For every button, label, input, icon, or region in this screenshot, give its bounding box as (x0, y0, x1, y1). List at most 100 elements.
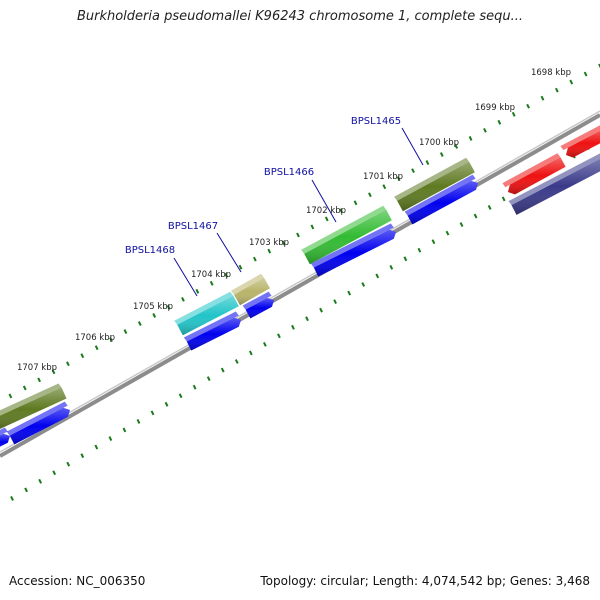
tick-mark (319, 307, 323, 313)
feature-shade (0, 433, 10, 447)
tick-label: 1698 kbp (531, 68, 571, 78)
tick-mark (425, 160, 430, 165)
gene-label: BPSL1467 (168, 221, 218, 232)
tick-mark (361, 282, 366, 287)
outer-tick-ring (8, 63, 600, 399)
feature-shade (511, 158, 600, 215)
feature-shade (407, 181, 478, 225)
tick-mark (277, 333, 281, 339)
cds-forward-bpsl1466 (310, 223, 396, 277)
summary-text: Topology: circular; Length: 4,074,542 bp… (260, 574, 590, 588)
tick-mark (195, 288, 200, 294)
reverse-feature (508, 153, 600, 215)
tick-mark (375, 273, 380, 279)
feature-shade (508, 157, 566, 195)
tick-mark (122, 427, 127, 433)
feature-top (6, 401, 68, 436)
tick-mark (389, 264, 394, 270)
tick-mark (263, 341, 267, 347)
tick-label: 1699 kbp (475, 103, 515, 113)
tick-mark (526, 103, 530, 109)
tick-label: 1704 kbp (191, 270, 231, 280)
gene-bar-bpsl1465 (394, 157, 475, 212)
tick-mark (51, 369, 56, 375)
tick-mark (324, 216, 329, 222)
tick-mark (66, 361, 70, 367)
tick-mark (24, 487, 28, 493)
tick-mark (37, 377, 42, 383)
tick-mark (511, 111, 516, 117)
gene-leader-line (401, 127, 424, 166)
feature-top (242, 291, 272, 310)
cds-forward-bpsl1467 (242, 291, 274, 319)
tick-mark (554, 87, 559, 93)
feature-shade (9, 407, 70, 445)
feature-shade (234, 277, 270, 306)
gene-bar-left (0, 383, 67, 429)
feature-top (560, 125, 600, 151)
inner-tick-ring (10, 145, 590, 501)
tick-label: 1701 kbp (363, 172, 403, 182)
gene-leader-line (311, 179, 337, 223)
tick-mark (411, 168, 415, 174)
tick-mark (252, 256, 257, 262)
tick-mark (305, 316, 309, 322)
tick-label: 1705 kbp (133, 302, 173, 312)
gene-leader-line (216, 232, 242, 273)
tick-mark (396, 176, 401, 182)
backbone-highlight (0, 110, 600, 453)
tick-mark (473, 213, 478, 219)
tick-mark (382, 184, 387, 190)
tick-mark (310, 224, 315, 230)
tick-mark (598, 63, 600, 69)
tick-mark (439, 152, 444, 157)
tick-mark (152, 313, 157, 318)
gene-leader-line (173, 257, 198, 297)
backbone-layer (0, 110, 600, 458)
feature-shade (245, 298, 274, 319)
tick-mark (483, 127, 487, 133)
tick-mark (347, 290, 352, 296)
tick-mark (178, 393, 183, 399)
tick-mark (431, 239, 436, 245)
tick-mark (123, 329, 128, 334)
tick-mark (22, 385, 27, 391)
tick-mark (136, 419, 141, 424)
label-layer: 1698 kbp 1699 kbp 1700 kbp 1701 kbp 1702 kbp… (17, 68, 571, 373)
gene-label: BPSL1468 (125, 245, 175, 256)
feature-top (394, 157, 470, 201)
tick-mark (80, 453, 85, 459)
feature-shade (313, 229, 396, 277)
tick-mark (80, 353, 85, 359)
feature-top (508, 153, 600, 206)
tick-label: 1707 kbp (17, 363, 57, 373)
tick-mark (94, 444, 99, 450)
feature-shade (566, 130, 600, 158)
tick-mark (38, 478, 43, 484)
feature-shade (0, 387, 67, 429)
reverse-feature (502, 153, 566, 195)
tick-mark (206, 376, 211, 382)
cds-forward-left (6, 401, 70, 445)
feature-top (301, 205, 387, 254)
feature-top (183, 311, 239, 342)
cds-forward-edge (0, 427, 10, 447)
tick-mark (10, 496, 14, 501)
tick-mark (445, 230, 450, 236)
tick-mark (487, 205, 492, 210)
feature-shade (186, 317, 241, 351)
tick-mark (569, 79, 574, 85)
feature-top (0, 427, 8, 436)
tick-mark (468, 136, 473, 141)
gene-bar-bpsl1468 (174, 291, 239, 336)
backbone-line (0, 113, 600, 458)
tick-mark (339, 208, 344, 214)
tick-mark (417, 247, 422, 253)
tick-mark (368, 192, 372, 198)
tick-mark (248, 350, 253, 356)
tick-mark (181, 296, 185, 302)
accession-text: Accession: NC_006350 (9, 574, 146, 588)
gene-bar-bpsl1466 (301, 205, 392, 265)
